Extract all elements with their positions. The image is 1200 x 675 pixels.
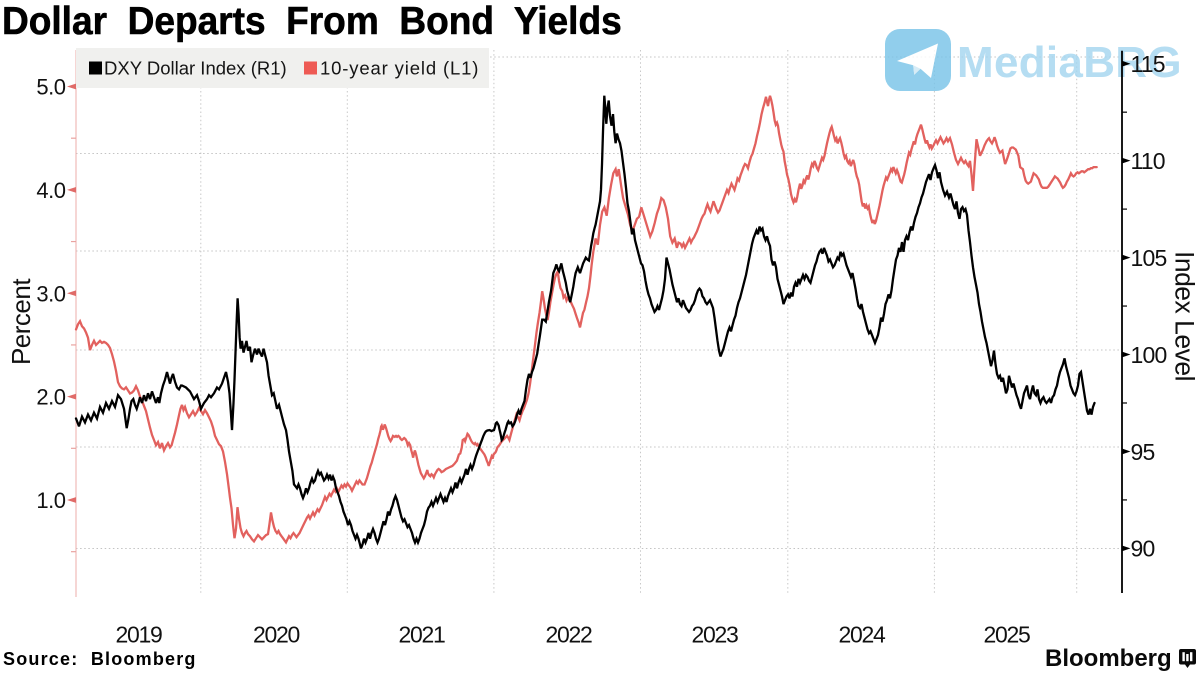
svg-text:95: 95 xyxy=(1131,439,1155,465)
svg-text:115: 115 xyxy=(1131,51,1165,77)
svg-text:105: 105 xyxy=(1131,245,1167,271)
svg-text:110: 110 xyxy=(1131,148,1165,174)
svg-text:1.0: 1.0 xyxy=(36,488,65,513)
svg-text:Index Level: Index Level xyxy=(1170,251,1200,381)
svg-text:3.0: 3.0 xyxy=(36,281,65,306)
svg-text:10-year yield (L1): 10-year yield (L1) xyxy=(320,58,479,79)
svg-text:Percent: Percent xyxy=(6,278,36,365)
svg-text:5.0: 5.0 xyxy=(36,75,65,100)
svg-text:MediaBRG: MediaBRG xyxy=(957,38,1182,87)
svg-text:2022: 2022 xyxy=(546,622,592,648)
svg-text:90: 90 xyxy=(1131,536,1155,562)
svg-text:2024: 2024 xyxy=(839,622,886,648)
svg-text:4.0: 4.0 xyxy=(36,178,65,203)
svg-text:2025: 2025 xyxy=(984,622,1030,648)
svg-text:100: 100 xyxy=(1131,342,1167,368)
svg-text:2019: 2019 xyxy=(116,622,162,648)
svg-text:2020: 2020 xyxy=(253,622,299,648)
svg-text:2021: 2021 xyxy=(399,622,445,648)
svg-text:DXY Dollar Index (R1): DXY Dollar Index (R1) xyxy=(104,58,287,79)
svg-text:2023: 2023 xyxy=(692,622,738,648)
svg-text:2.0: 2.0 xyxy=(36,385,65,410)
